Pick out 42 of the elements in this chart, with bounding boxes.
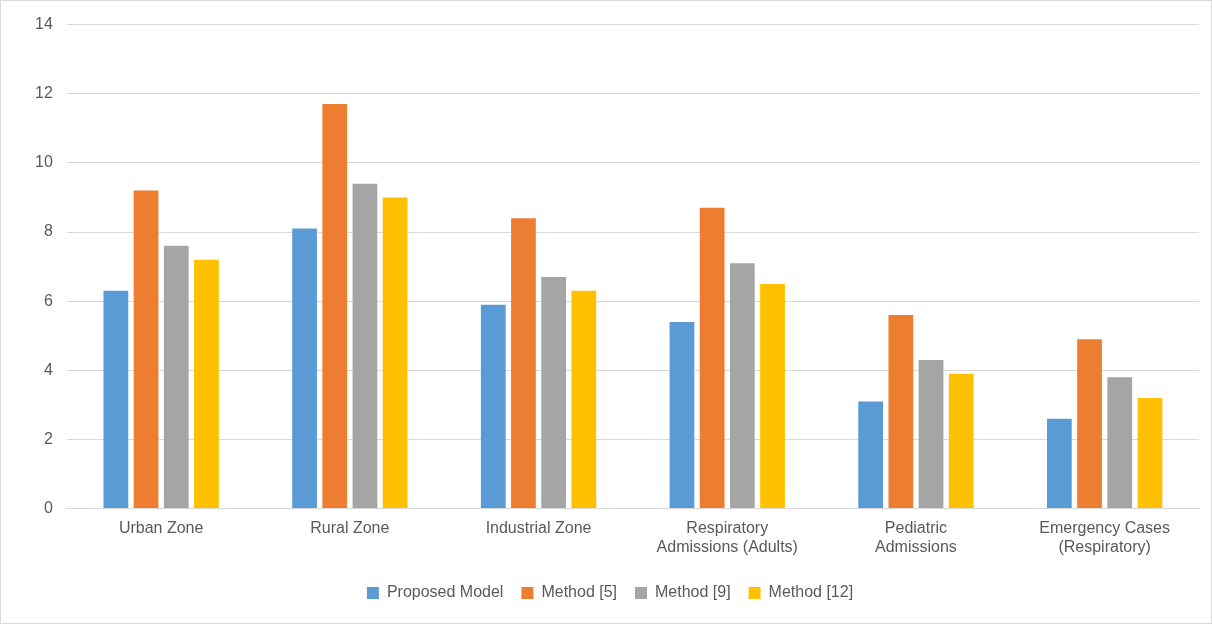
bar bbox=[541, 276, 567, 509]
x-tick-label: Urban Zone bbox=[118, 518, 204, 536]
bar bbox=[382, 197, 408, 509]
bar bbox=[1077, 339, 1102, 509]
x-tick-label: Respiratory Admissions (Adults) bbox=[656, 518, 798, 555]
y-tick-label: 14 bbox=[35, 15, 53, 33]
y-tick-label: 0 bbox=[43, 499, 53, 517]
bar bbox=[511, 218, 536, 509]
x-tick-label: Emergency Cases (Respiratory) bbox=[1039, 518, 1171, 555]
y-tick-label: 12 bbox=[35, 84, 53, 102]
bar bbox=[322, 104, 348, 509]
bar bbox=[133, 190, 159, 509]
legend-label: Method [5] bbox=[541, 583, 618, 601]
legend-label: Method [12] bbox=[768, 583, 854, 601]
bar bbox=[669, 321, 695, 509]
bar bbox=[1137, 397, 1163, 509]
legend-label: Method [9] bbox=[655, 583, 731, 601]
x-tick-label: Industrial Zone bbox=[485, 518, 592, 536]
bar bbox=[480, 304, 506, 509]
bar bbox=[918, 359, 944, 509]
bar bbox=[292, 228, 317, 509]
bar bbox=[760, 283, 785, 509]
y-tick-label: 2 bbox=[43, 429, 53, 447]
bar bbox=[888, 315, 914, 509]
legend-label: Proposed Model bbox=[386, 583, 504, 601]
y-tick-label: 6 bbox=[43, 291, 53, 309]
y-tick-label: 8 bbox=[43, 222, 53, 240]
x-tick-label: Pediatric Admissions bbox=[875, 518, 957, 555]
bar bbox=[1107, 377, 1133, 509]
bar bbox=[571, 290, 597, 509]
bar bbox=[352, 183, 378, 509]
bar bbox=[858, 401, 884, 509]
y-tick-label: 4 bbox=[43, 360, 53, 378]
bar bbox=[1046, 418, 1072, 509]
x-tick-label: Rural Zone bbox=[310, 518, 390, 536]
bar bbox=[729, 263, 755, 509]
bar bbox=[699, 207, 725, 509]
bar bbox=[948, 373, 974, 509]
bar bbox=[103, 290, 129, 509]
y-tick-label: 10 bbox=[35, 153, 53, 171]
bar bbox=[194, 259, 219, 509]
bar bbox=[163, 245, 189, 509]
